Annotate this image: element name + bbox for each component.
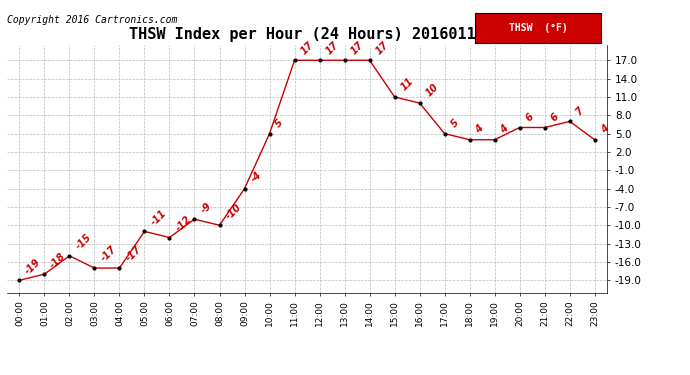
Text: THSW  (°F): THSW (°F) <box>509 22 568 33</box>
Text: -15: -15 <box>74 232 93 252</box>
Text: -17: -17 <box>124 244 143 264</box>
Text: -19: -19 <box>23 256 43 276</box>
FancyBboxPatch shape <box>475 13 601 42</box>
Text: 17: 17 <box>348 39 365 56</box>
Text: -11: -11 <box>148 208 168 227</box>
Text: -9: -9 <box>199 200 213 215</box>
Text: 10: 10 <box>424 82 440 99</box>
Text: 17: 17 <box>324 39 340 56</box>
Text: Copyright 2016 Cartronics.com: Copyright 2016 Cartronics.com <box>7 15 177 25</box>
Text: 4: 4 <box>499 124 511 135</box>
Text: 17: 17 <box>374 39 391 56</box>
Text: 7: 7 <box>574 105 586 117</box>
Text: 5: 5 <box>274 118 286 129</box>
Text: 6: 6 <box>549 111 561 123</box>
Text: -10: -10 <box>224 202 243 221</box>
Text: 11: 11 <box>399 76 415 93</box>
Text: 4: 4 <box>599 124 611 135</box>
Text: -18: -18 <box>48 251 68 270</box>
Text: -4: -4 <box>248 170 264 184</box>
Title: THSW Index per Hour (24 Hours) 20160119: THSW Index per Hour (24 Hours) 20160119 <box>129 27 485 42</box>
Text: -12: -12 <box>174 214 193 233</box>
Text: 17: 17 <box>299 39 315 56</box>
Text: 6: 6 <box>524 111 535 123</box>
Text: 4: 4 <box>474 124 486 135</box>
Text: -17: -17 <box>99 244 118 264</box>
Text: 5: 5 <box>448 118 461 129</box>
